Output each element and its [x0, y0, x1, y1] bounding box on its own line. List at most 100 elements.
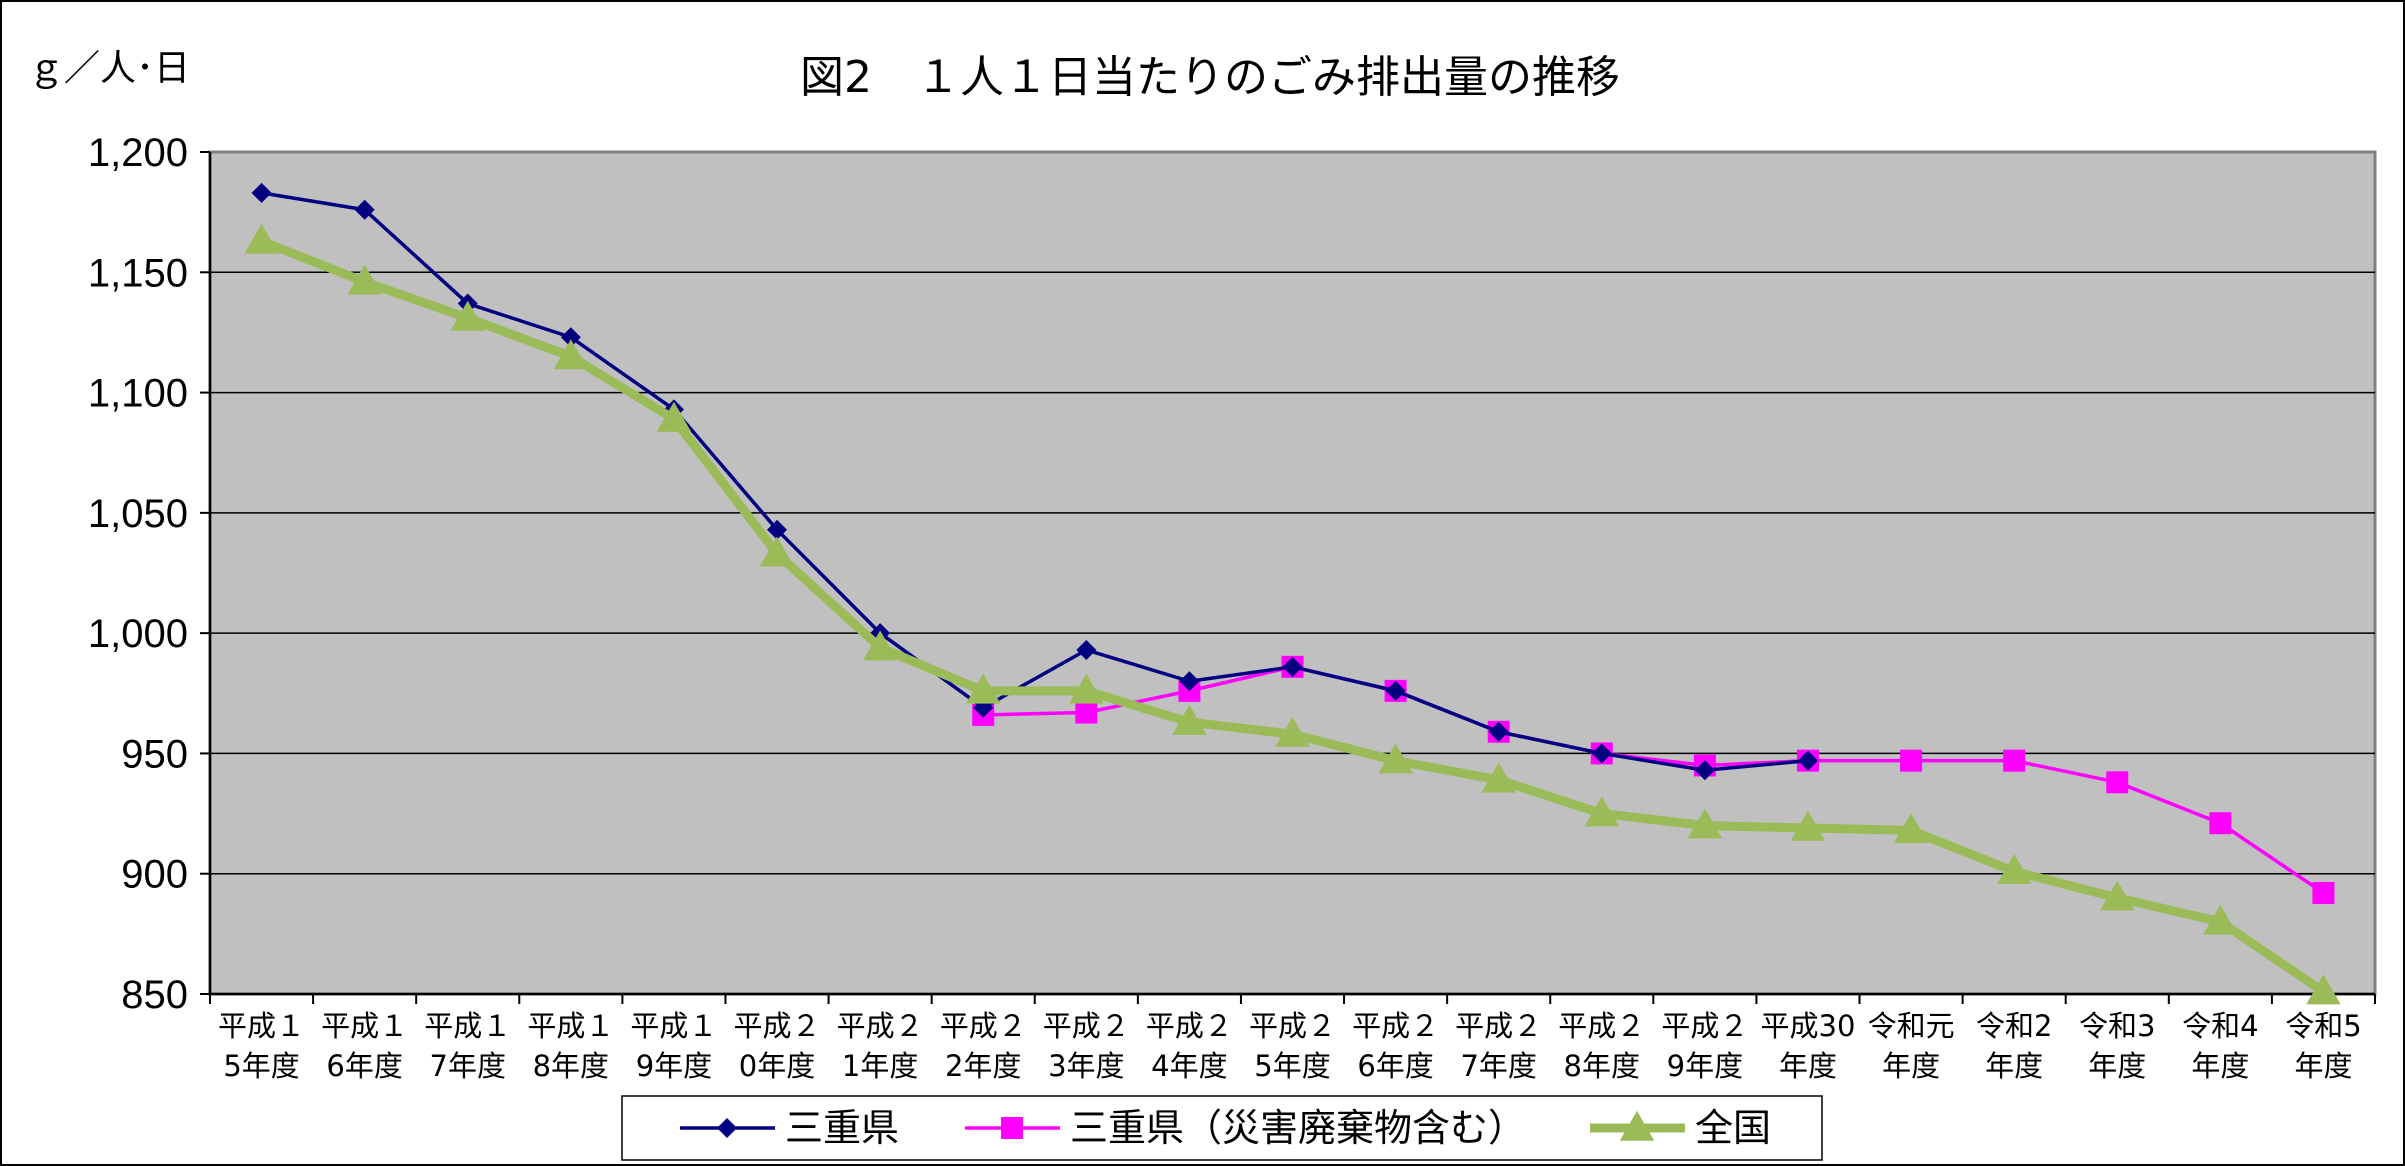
data-point: [560, 327, 581, 348]
x-tick-label: 5年度: [1254, 1049, 1330, 1083]
x-tick-label: 年度: [1882, 1049, 1940, 1083]
data-point: [2209, 812, 2232, 835]
x-tick-label: 8年度: [1564, 1049, 1640, 1083]
data-point: [251, 182, 272, 203]
data-point: [2203, 904, 2238, 935]
data-point: [1378, 743, 1413, 774]
x-tick-label: 0年度: [739, 1049, 815, 1083]
x-tick-label: 令和元: [1868, 1009, 1955, 1043]
data-point: [1075, 701, 1098, 724]
data-point: [2003, 749, 2026, 772]
x-tick-label: 5年度: [223, 1049, 299, 1083]
y-tick-label: 1,200: [88, 131, 188, 175]
x-tick-label: 平成２: [1146, 1009, 1233, 1043]
x-tick-label: 令和4: [2182, 1009, 2258, 1043]
legend-label: 三重県（災害廃棄物含む）: [1070, 1106, 1526, 1150]
data-point: [347, 264, 382, 295]
x-tick-label: 4年度: [1151, 1049, 1227, 1083]
data-point: [1591, 743, 1612, 764]
data-point: [965, 673, 1001, 704]
data-point: [354, 199, 375, 220]
legend-item: 三重県（災害廃棄物含む）: [965, 1106, 1526, 1150]
x-tick-label: 平成１: [424, 1009, 511, 1043]
axes: [200, 151, 2376, 1004]
x-tick-label: 年度: [1779, 1049, 1837, 1083]
data-point: [2312, 881, 2335, 904]
x-tick-label: 2年度: [945, 1049, 1021, 1083]
data-point: [1179, 671, 1200, 692]
legend-item: 三重県: [680, 1106, 899, 1150]
legend: 三重県 三重県（災害廃棄物含む） 全国: [621, 1095, 1823, 1161]
x-tick-label: 平成２: [1043, 1009, 1130, 1043]
x-tick-label: 令和2: [1976, 1009, 2052, 1043]
x-tick-label: 平成２: [1558, 1009, 1645, 1043]
data-point: [2306, 974, 2341, 1005]
y-tick-label: 900: [121, 853, 188, 897]
x-tick-label: 平成１: [630, 1009, 717, 1043]
data-point: [1584, 796, 1620, 827]
data-point: [759, 536, 795, 567]
data-point: [1694, 760, 1715, 781]
y-axis-unit-label: ｇ／人･日: [28, 48, 190, 89]
x-tick-label: 平成２: [1455, 1009, 1542, 1043]
x-tick-label: 年度: [1985, 1049, 2043, 1083]
x-tick-label: 平成30: [1761, 1009, 1856, 1043]
x-tick-label: 平成２: [1352, 1009, 1439, 1043]
data-point: [1488, 721, 1509, 742]
x-tick-label: 7年度: [1460, 1049, 1536, 1083]
data-point: [1790, 810, 1826, 841]
series: [244, 182, 2341, 1005]
data-point: [1687, 808, 1723, 839]
legend-marker: [717, 1118, 737, 1138]
x-tick-label: 年度: [2191, 1049, 2249, 1083]
legend-label: 全国: [1695, 1106, 1771, 1150]
data-point: [767, 519, 788, 540]
x-tick-label: 6年度: [326, 1049, 402, 1083]
data-point: [244, 223, 279, 254]
data-point: [1385, 680, 1406, 701]
y-tick-labels: 1,200 1,150 1,100 1,050 1,000 950 900 850: [88, 131, 188, 1017]
y-tick-label: 1,000: [88, 612, 188, 656]
data-point: [1900, 749, 1923, 772]
data-point: [2106, 771, 2129, 794]
x-tick-label: 年度: [2088, 1049, 2146, 1083]
y-tick-label: 950: [121, 732, 188, 776]
y-tick-label: 1,050: [88, 492, 188, 536]
legend-label: 三重県: [785, 1106, 899, 1150]
data-point: [1996, 854, 2032, 885]
y-tick-label: 1,150: [88, 251, 188, 295]
x-tick-label: 8年度: [533, 1049, 609, 1083]
x-tick-label: 平成２: [1249, 1009, 1336, 1043]
x-tick-label: 平成１: [527, 1009, 614, 1043]
legend-marker: [1619, 1110, 1655, 1141]
chart-title: 図2 １人１日当たりのごみ排出量の推移: [800, 52, 1620, 103]
data-point: [1481, 762, 1516, 793]
x-tick-label: 9年度: [636, 1049, 712, 1083]
data-point: [450, 300, 485, 331]
x-tick-label: 9年度: [1667, 1049, 1743, 1083]
legend-item: 全国: [1590, 1106, 1771, 1150]
data-point: [1893, 813, 1929, 844]
x-tick-label: 令和3: [2079, 1009, 2155, 1043]
series-2: [244, 223, 2341, 1005]
x-tick-label: 令和5: [2285, 1009, 2361, 1043]
x-tick-label: 平成２: [837, 1009, 924, 1043]
data-point: [553, 339, 589, 370]
data-point: [1275, 716, 1310, 747]
x-tick-label: 1年度: [842, 1049, 918, 1083]
data-point: [2100, 880, 2135, 911]
x-tick-label: 3年度: [1048, 1049, 1124, 1083]
data-point: [1076, 639, 1097, 660]
plot-area: [208, 150, 2377, 996]
data-point: [1797, 750, 1818, 771]
data-point: [1282, 656, 1303, 677]
y-tick-label: 850: [121, 973, 188, 1017]
x-tick-label: 平成１: [218, 1009, 305, 1043]
x-tick-label: 平成２: [940, 1009, 1027, 1043]
data-point: [656, 401, 692, 432]
series-line: [983, 665, 2325, 895]
y-tick-label: 1,100: [88, 372, 188, 416]
x-tick-label: 平成１: [321, 1009, 408, 1043]
x-tick-label: 7年度: [430, 1049, 506, 1083]
